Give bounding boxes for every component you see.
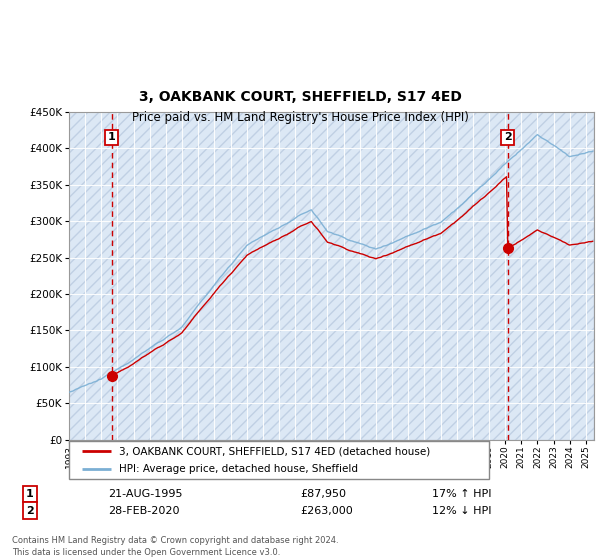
Text: 2: 2 <box>504 133 512 142</box>
Text: £87,950: £87,950 <box>300 489 346 499</box>
Text: 1: 1 <box>108 133 116 142</box>
Text: £263,000: £263,000 <box>300 506 353 516</box>
Text: Contains HM Land Registry data © Crown copyright and database right 2024.
This d: Contains HM Land Registry data © Crown c… <box>12 536 338 557</box>
Text: 17% ↑ HPI: 17% ↑ HPI <box>432 489 491 499</box>
Text: 1: 1 <box>26 489 34 499</box>
Text: 3, OAKBANK COURT, SHEFFIELD, S17 4ED (detached house): 3, OAKBANK COURT, SHEFFIELD, S17 4ED (de… <box>119 446 431 456</box>
Text: Price paid vs. HM Land Registry's House Price Index (HPI): Price paid vs. HM Land Registry's House … <box>131 111 469 124</box>
Text: 28-FEB-2020: 28-FEB-2020 <box>108 506 179 516</box>
Text: 2: 2 <box>26 506 34 516</box>
Text: HPI: Average price, detached house, Sheffield: HPI: Average price, detached house, Shef… <box>119 464 358 474</box>
Text: 21-AUG-1995: 21-AUG-1995 <box>108 489 182 499</box>
Text: 3, OAKBANK COURT, SHEFFIELD, S17 4ED: 3, OAKBANK COURT, SHEFFIELD, S17 4ED <box>139 90 461 104</box>
FancyBboxPatch shape <box>69 441 489 479</box>
Text: 12% ↓ HPI: 12% ↓ HPI <box>432 506 491 516</box>
